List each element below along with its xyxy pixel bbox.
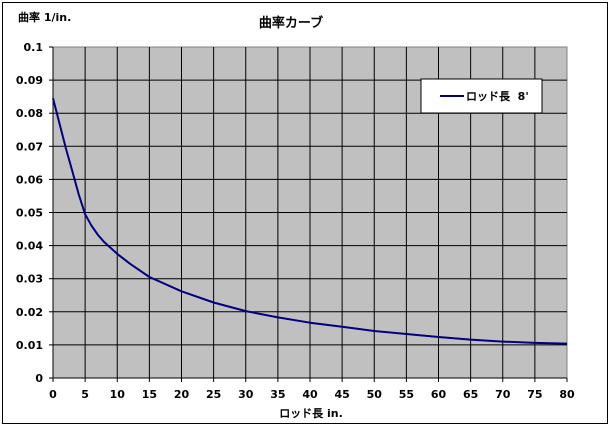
y-tick-label: 0.07 [16,140,43,153]
x-tick-label: 10 [110,388,126,401]
y-tick-label: 0.02 [16,306,43,319]
x-tick-label: 5 [81,388,89,401]
y-axis-title: 曲率 1/in. [18,10,71,24]
x-tick-label: 80 [559,388,575,401]
series-line [52,98,568,345]
y-tick-label: 0.1 [24,41,44,54]
x-tick-label: 15 [142,388,157,401]
series-layer [52,98,568,345]
x-tick-label: 30 [238,388,254,401]
x-tick-label: 45 [334,388,349,401]
x-tick-label: 40 [302,388,318,401]
x-tick-label: 35 [270,388,285,401]
x-tick-label: 50 [367,388,383,401]
x-tick-label: 60 [431,388,447,401]
y-tick-label: 0.08 [16,107,43,120]
x-tick-label: 25 [206,388,221,401]
x-tick-label: 20 [174,388,190,401]
y-tick-label: 0 [35,372,43,385]
legend-entry-label: ロッド長 8' [466,90,529,103]
y-tick-label: 0.03 [16,273,43,286]
x-tick-label: 0 [49,388,57,401]
x-tick-label: 70 [495,388,511,401]
legend: ロッド長 8' [420,78,543,114]
axes: 0 5 10 15 20 25 30 35 40 45 50 55 60 65 70 75 80 0 0.01 0.0… [16,41,575,401]
y-tick-label: 0.04 [16,240,43,253]
x-tick-label: 55 [399,388,414,401]
x-tick-label: 65 [463,388,478,401]
y-tick-label: 0.05 [16,207,43,220]
y-tick-label: 0.09 [16,74,43,87]
x-axis-title: ロッド長 in. [279,407,343,420]
chart-title: 曲率カーブ [259,15,323,31]
x-tick-label: 75 [527,388,542,401]
y-tick-label: 0.01 [16,339,43,352]
y-tick-label: 0.06 [16,173,43,186]
